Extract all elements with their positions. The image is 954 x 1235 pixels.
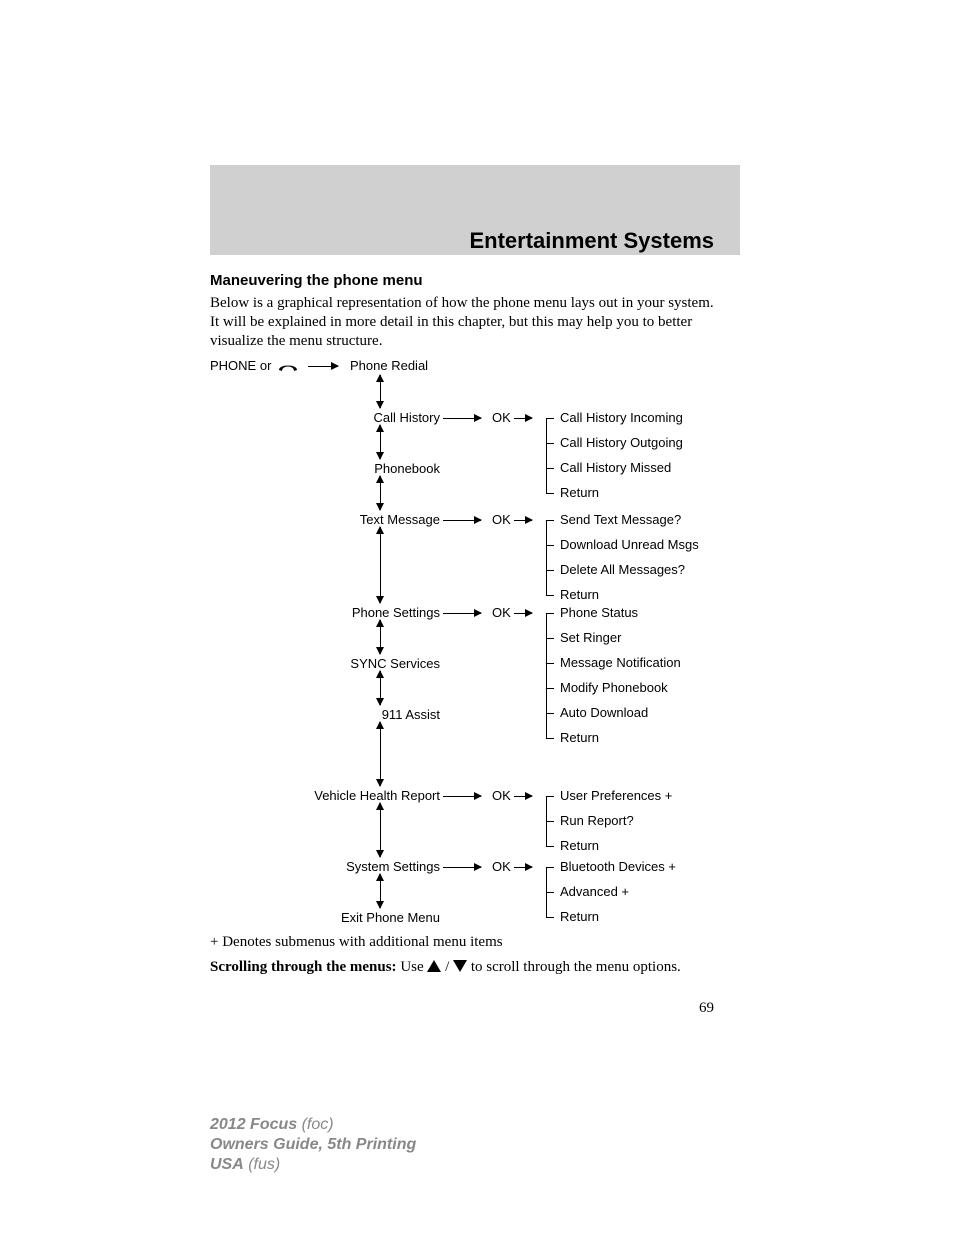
root-target: Phone Redial [350,358,428,373]
double-arrow-icon [380,476,381,510]
submenu-item: Call History Outgoing [560,435,683,450]
submenu-item: Phone Status [560,605,638,620]
bracket-tick [546,443,554,444]
arrow-right-icon [443,418,481,419]
bracket-tick [546,738,554,739]
bracket-tick [546,688,554,689]
submenu-item: Call History Missed [560,460,671,475]
section-subheading: Maneuvering the phone menu [210,272,423,289]
bracket-tick [546,713,554,714]
bracket-line [546,520,547,595]
bracket-tick [546,846,554,847]
triangle-down-icon [453,960,467,972]
bracket-tick [546,520,554,521]
ok-label: OK [492,859,511,874]
submenu-item: Return [560,838,599,853]
submenu-item: Return [560,730,599,745]
phone-receiver-icon [277,359,299,373]
ok-label: OK [492,605,511,620]
arrow-right-icon [443,796,481,797]
bracket-tick [546,663,554,664]
bracket-tick [546,418,554,419]
ok-label: OK [492,410,511,425]
bracket-line [546,613,547,738]
double-arrow-icon [380,874,381,908]
submenu-item: Run Report? [560,813,634,828]
double-arrow-icon [380,527,381,603]
double-arrow-icon [380,671,381,705]
arrow-right-icon [443,520,481,521]
double-arrow-icon [380,425,381,459]
section-intro: Below is a graphical representation of h… [210,294,720,350]
arrow-right-icon [443,867,481,868]
submenu-item: Auto Download [560,705,648,720]
bracket-line [546,418,547,493]
main-menu-item: Text Message [360,512,440,527]
ok-label: OK [492,788,511,803]
main-menu-item: Phone Settings [352,605,440,620]
double-arrow-icon [380,803,381,857]
scroll-prefix: Use [397,959,428,975]
arrow-right-icon [443,613,481,614]
bracket-tick [546,892,554,893]
bracket-tick [546,493,554,494]
submenu-item: Modify Phonebook [560,680,668,695]
bracket-tick [546,638,554,639]
main-menu-item: SYNC Services [350,656,440,671]
bracket-tick [546,796,554,797]
phone-menu-diagram: PHONE or Phone Redial Call History OK Call… [210,358,730,918]
bracket-tick [546,545,554,546]
double-arrow-icon [380,375,381,408]
submenu-item: Set Ringer [560,630,621,645]
main-menu-item: Phonebook [374,461,440,476]
bracket-tick [546,917,554,918]
arrow-right-icon [308,366,338,367]
plus-note: + Denotes submenus with additional menu … [210,933,720,952]
footer-guide: Owners Guide, 5th Printing [210,1135,416,1155]
footer-region: USA [210,1156,244,1173]
submenu-item: Delete All Messages? [560,562,685,577]
submenu-item: Advanced + [560,884,629,899]
footer-block: 2012 Focus (foc) Owners Guide, 5th Print… [210,1115,416,1175]
arrow-right-icon [514,418,532,419]
bracket-tick [546,821,554,822]
arrow-right-icon [514,613,532,614]
submenu-item: User Preferences + [560,788,672,803]
triangle-up-icon [427,960,441,972]
page-title: Entertainment Systems [469,228,714,254]
ok-label: OK [492,512,511,527]
bracket-tick [546,468,554,469]
root-label-prefix: PHONE or [210,358,271,373]
scroll-sep: / [441,959,453,975]
bracket-tick [546,570,554,571]
submenu-item: Bluetooth Devices + [560,859,676,874]
scroll-label: Scrolling through the menus: [210,959,397,975]
main-menu-item: Vehicle Health Report [314,788,440,803]
arrow-right-icon [514,867,532,868]
main-menu-item: Call History [374,410,440,425]
submenu-item: Download Unread Msgs [560,537,699,552]
footer-model: 2012 Focus [210,1116,297,1133]
submenu-item: Return [560,485,599,500]
double-arrow-icon [380,722,381,786]
arrow-right-icon [514,796,532,797]
submenu-item: Message Notification [560,655,681,670]
bracket-tick [546,867,554,868]
page-number: 69 [699,1000,714,1017]
scroll-suffix: to scroll through the menu options. [467,959,681,975]
submenu-item: Return [560,909,599,924]
double-arrow-icon [380,620,381,654]
bracket-tick [546,613,554,614]
submenu-item: Call History Incoming [560,410,683,425]
bracket-tick [546,595,554,596]
arrow-right-icon [514,520,532,521]
main-menu-item: Exit Phone Menu [341,910,440,925]
main-menu-item: 911 Assist [382,707,440,722]
footer-region-code: (fus) [244,1156,280,1173]
submenu-item: Return [560,587,599,602]
footer-model-code: (foc) [297,1116,333,1133]
main-menu-item: System Settings [346,859,440,874]
scrolling-note: Scrolling through the menus: Use / to sc… [210,958,720,977]
submenu-item: Send Text Message? [560,512,681,527]
